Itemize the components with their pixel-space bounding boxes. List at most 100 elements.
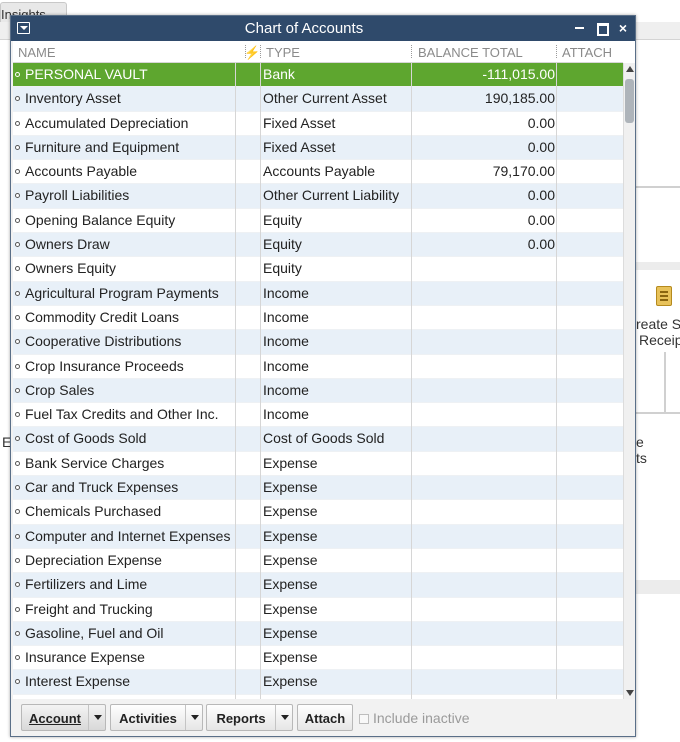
account-name: Fertilizers and Lime (25, 576, 148, 593)
close-icon[interactable]: × (618, 20, 628, 36)
include-inactive-checkbox[interactable]: Include inactive (359, 710, 470, 726)
account-bullet-icon (15, 193, 20, 199)
account-name: Payroll Liabilities (25, 187, 130, 204)
column-header-attach[interactable]: ATTACH (562, 45, 613, 60)
account-name: PERSONAL VAULT (25, 66, 148, 82)
table-row[interactable]: Fertilizers and Lime Expense (13, 573, 623, 598)
reports-menu-button[interactable]: Reports (206, 704, 293, 731)
account-name: Owners Draw (25, 236, 110, 253)
table-row[interactable]: Insurance Expense Expense (13, 646, 623, 671)
column-header-type[interactable]: TYPE (266, 45, 300, 60)
account-bullet-icon (15, 72, 20, 77)
account-name: Insurance Expense (25, 649, 145, 666)
account-name: Crop Sales (25, 381, 95, 398)
minimize-icon[interactable] (572, 19, 588, 37)
flag-icon[interactable]: ⚡ (244, 45, 261, 60)
account-name: Furniture and Equipment (25, 138, 180, 155)
account-name: Gasoline, Fuel and Oil (25, 624, 164, 641)
account-type: Expense (263, 600, 318, 617)
account-type: Other Current Asset (263, 90, 387, 107)
account-balance: 190,185.00 (484, 90, 555, 107)
table-row[interactable]: Commodity Credit Loans Income (13, 306, 623, 331)
account-name: Accumulated Depreciation (25, 114, 189, 131)
column-separator[interactable] (556, 45, 557, 58)
column-separator[interactable] (411, 45, 412, 58)
column-separator[interactable] (245, 45, 246, 58)
account-type: Equity (263, 260, 302, 277)
column-separator[interactable] (260, 45, 261, 58)
vertical-scrollbar[interactable] (623, 63, 635, 699)
table-row[interactable]: Agricultural Program Payments Income (13, 281, 623, 306)
activities-button-label: Activities (119, 711, 177, 726)
activities-menu-button[interactable]: Activities (110, 704, 203, 731)
scroll-down-icon[interactable] (626, 690, 634, 696)
table-row[interactable]: Gasoline, Fuel and Oil Expense (13, 621, 623, 647)
account-bullet-icon (15, 339, 20, 345)
table-row[interactable]: Accounts Payable Accounts Payable 79,170.0… (13, 160, 623, 185)
receipt-icon[interactable] (656, 286, 672, 306)
account-type: Fixed Asset (263, 114, 336, 131)
table-row[interactable]: PERSONAL VAULT Bank -111,015.00 (13, 63, 623, 88)
maximize-icon[interactable] (594, 19, 610, 37)
account-name: Interest Expense (25, 673, 131, 690)
table-row[interactable]: Owners Draw Equity 0.00 (13, 233, 623, 258)
chevron-down-icon[interactable] (88, 705, 106, 730)
account-name: Commodity Credit Loans (25, 308, 180, 325)
account-bullet-icon (15, 460, 20, 466)
account-menu-button[interactable]: Account (21, 704, 106, 731)
column-header-name[interactable]: NAME (18, 45, 56, 60)
account-type: Expense (263, 454, 318, 471)
table-row[interactable]: Computer and Internet Expenses Expense (13, 524, 623, 549)
column-header-balance[interactable]: BALANCE TOTAL (418, 45, 523, 60)
table-row[interactable]: Freight and Trucking Expense (13, 598, 623, 622)
account-name: Crop Insurance Proceeds (25, 357, 184, 374)
account-bullet-icon (15, 606, 20, 612)
background-label: ts (636, 450, 647, 466)
table-row[interactable]: Bank Service Charges Expense (13, 452, 623, 477)
table-row[interactable]: Payroll Liabilities Other Current Liabili… (13, 184, 623, 209)
scroll-up-icon[interactable] (626, 66, 634, 72)
table-row[interactable]: Owners Equity Equity (13, 257, 623, 282)
table-row[interactable]: Depreciation Expense Expense (13, 549, 623, 574)
chevron-down-icon[interactable] (185, 705, 203, 730)
checkbox-icon[interactable] (359, 714, 369, 724)
background-label: e (636, 434, 644, 450)
window-title: Chart of Accounts (244, 20, 364, 37)
table-row[interactable]: Crop Insurance Proceeds Income (13, 355, 623, 379)
table-row[interactable]: Accumulated Depreciation Fixed Asset 0.00 (13, 112, 623, 136)
scroll-thumb[interactable] (625, 79, 634, 123)
table-row[interactable]: Cost of Goods Sold Cost of Goods Sold (13, 427, 623, 452)
account-type: Income (263, 406, 309, 423)
account-name: Fuel Tax Credits and Other Inc. (25, 406, 219, 423)
background-divider (636, 262, 680, 270)
account-bullet-icon (15, 485, 20, 491)
attach-button[interactable]: Attach (297, 704, 353, 731)
account-bullet-icon (15, 169, 20, 175)
account-bullet-icon (15, 679, 20, 685)
account-bullet-icon (15, 314, 20, 320)
table-row[interactable]: Chemicals Purchased Expense (13, 500, 623, 525)
chevron-down-icon[interactable] (275, 705, 293, 730)
account-type: Expense (263, 503, 318, 520)
table-row[interactable]: Crop Sales Income (13, 378, 623, 404)
table-row[interactable]: Opening Balance Equity Equity 0.00 (13, 209, 623, 234)
table-row[interactable]: Cooperative Distributions Income (13, 330, 623, 355)
account-name: Car and Truck Expenses (25, 479, 179, 496)
account-bullet-icon (15, 436, 20, 442)
table-row[interactable]: Fuel Tax Credits and Other Inc. Income (13, 403, 623, 428)
account-bullet-icon (15, 509, 20, 515)
account-name: Depreciation Expense (25, 551, 162, 568)
account-type: Expense (263, 479, 318, 496)
account-name: Inventory Asset (25, 90, 121, 107)
account-bullet-icon (15, 655, 20, 661)
table-row[interactable]: Interest Expense Expense (13, 670, 623, 695)
window-titlebar[interactable]: Chart of Accounts × (11, 16, 635, 41)
table-row[interactable]: Inventory Asset Other Current Asset 190,18… (13, 87, 623, 112)
account-type: Bank (263, 66, 295, 82)
table-row[interactable]: Furniture and Equipment Fixed Asset 0.00 (13, 135, 623, 161)
table-row[interactable]: Car and Truck Expenses Expense (13, 476, 623, 501)
account-name: Cost of Goods Sold (25, 430, 147, 447)
window-menu-icon[interactable] (17, 22, 30, 34)
account-type: Income (263, 381, 309, 398)
account-type: Expense (263, 551, 318, 568)
